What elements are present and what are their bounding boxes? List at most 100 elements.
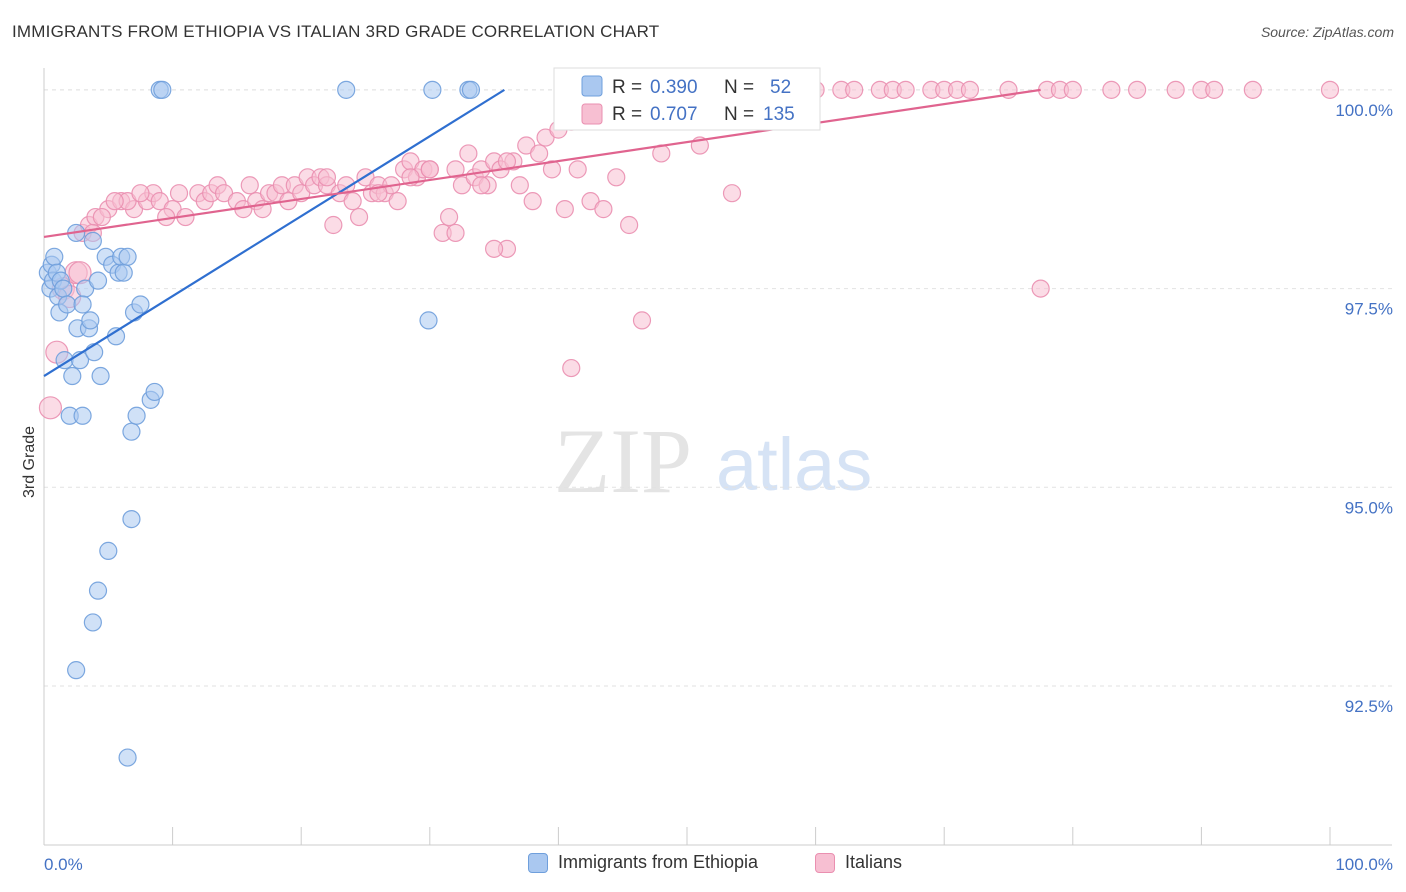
italians-point [420, 160, 439, 179]
ethiopia-point [83, 613, 102, 632]
italians-point [349, 207, 369, 227]
ethiopia-point [63, 366, 82, 386]
ethiopia-point [423, 80, 442, 99]
ethiopia-point [88, 581, 108, 600]
italians-point [896, 80, 915, 99]
axes [43, 68, 1392, 846]
italians-point [632, 311, 652, 330]
bottom-legend: Immigrants from Ethiopia Italians [0, 852, 1406, 878]
ethiopia-point [83, 231, 102, 250]
y-axis-label: 3rd Grade [21, 426, 38, 498]
italians-point [343, 192, 362, 211]
italians-point [446, 223, 465, 243]
x-tick-label-max: 100.0% [1335, 855, 1393, 874]
italians-point [92, 207, 111, 227]
legend-swatch-ethiopia [528, 852, 548, 873]
italians-point [960, 80, 980, 99]
ethiopia-point [45, 247, 64, 266]
italians-point [388, 192, 407, 211]
legend-n-value-2: 135 [763, 104, 795, 125]
watermark-atlas: atlas [716, 423, 872, 506]
legend-swatch-italians [815, 852, 835, 873]
italians-point [510, 176, 529, 195]
ethiopia-point [73, 406, 92, 425]
ethiopia-point [73, 295, 92, 314]
italians-point [169, 184, 189, 203]
italians-point [523, 192, 542, 211]
tick-labels: 100.0% 97.5% 95.0% 92.5% 0.0% 100.0% [44, 101, 1393, 874]
ethiopia-point [122, 422, 141, 441]
italians-point [485, 239, 504, 258]
italians-point [555, 200, 574, 219]
italians-point [324, 215, 343, 235]
y-tick-label: 97.5% [1345, 300, 1393, 319]
legend-r-value-2: 0.707 [650, 104, 698, 125]
italians-point [337, 176, 356, 195]
ethiopia-point [153, 80, 172, 99]
ethiopia-point [58, 295, 77, 314]
ethiopia-point [461, 80, 481, 99]
watermark: ZIP atlas [554, 410, 872, 512]
ethiopia-point [118, 748, 137, 767]
italians-point [1166, 80, 1185, 99]
chart-title: IMMIGRANTS FROM ETHIOPIA VS ITALIAN 3RD … [12, 22, 660, 41]
italians-point [317, 168, 337, 187]
ethiopia-point [54, 279, 73, 298]
italians-point [446, 160, 465, 179]
italians-point [439, 207, 459, 227]
italians-point [497, 152, 517, 171]
italians-point [845, 80, 864, 99]
y-tick-label: 95.0% [1345, 498, 1393, 517]
italians-point [620, 215, 639, 235]
italians-point [1127, 80, 1147, 99]
italians-point [1243, 80, 1262, 99]
ethiopia-point [99, 541, 118, 560]
legend-n-label-2: N = [724, 104, 754, 125]
ethiopia-point [127, 406, 146, 425]
ethiopia-point [81, 311, 100, 330]
italians-point [722, 184, 742, 203]
italians-point [472, 176, 491, 195]
legend-swatch-pink [581, 103, 603, 125]
italians-points [38, 80, 1340, 420]
ethiopia-point [337, 80, 356, 99]
ethiopia-point [67, 661, 86, 680]
italians-point [1205, 80, 1224, 99]
ethiopia-point [118, 247, 137, 266]
y-tick-label: 100.0% [1335, 101, 1393, 120]
italians-point [542, 160, 562, 179]
italians-point [105, 192, 124, 211]
legend-n-label-1: N = [724, 77, 754, 98]
italians-point [607, 168, 626, 187]
italians-trend-line [43, 88, 1041, 239]
italians-point [38, 396, 63, 420]
ethiopia-point [85, 343, 104, 362]
ethiopia-point [114, 263, 133, 282]
legend-item-ethiopia[interactable]: Immigrants from Ethiopia [528, 852, 758, 873]
ethiopia-point [131, 295, 150, 314]
italians-point [568, 160, 587, 179]
trend-lines [43, 88, 1041, 377]
italians-point [131, 184, 150, 203]
italians-point [1102, 80, 1121, 99]
legend-n-value-1: 52 [770, 77, 791, 98]
italians-point [1320, 80, 1340, 99]
legend-label-ethiopia: Immigrants from Ethiopia [558, 852, 759, 872]
ethiopia-points [38, 80, 481, 767]
italians-point [530, 144, 549, 163]
legend-r-label-2: R = [612, 104, 642, 125]
y-tick-label: 92.5% [1345, 697, 1393, 716]
ethiopia-point [91, 366, 110, 386]
legend-r-value-1: 0.390 [650, 77, 698, 98]
italians-point [594, 200, 613, 219]
italians-point [562, 358, 581, 378]
source-credit: Source: ZipAtlas.com [1260, 24, 1394, 40]
legend-r-label-1: R = [612, 77, 642, 98]
legend-swatch-blue [581, 75, 603, 97]
x-tick-label-min: 0.0% [44, 855, 83, 874]
italians-point [240, 176, 259, 195]
legend-item-italians[interactable]: Italians [815, 852, 902, 873]
italians-point [1063, 80, 1082, 99]
ethiopia-point [88, 271, 108, 290]
